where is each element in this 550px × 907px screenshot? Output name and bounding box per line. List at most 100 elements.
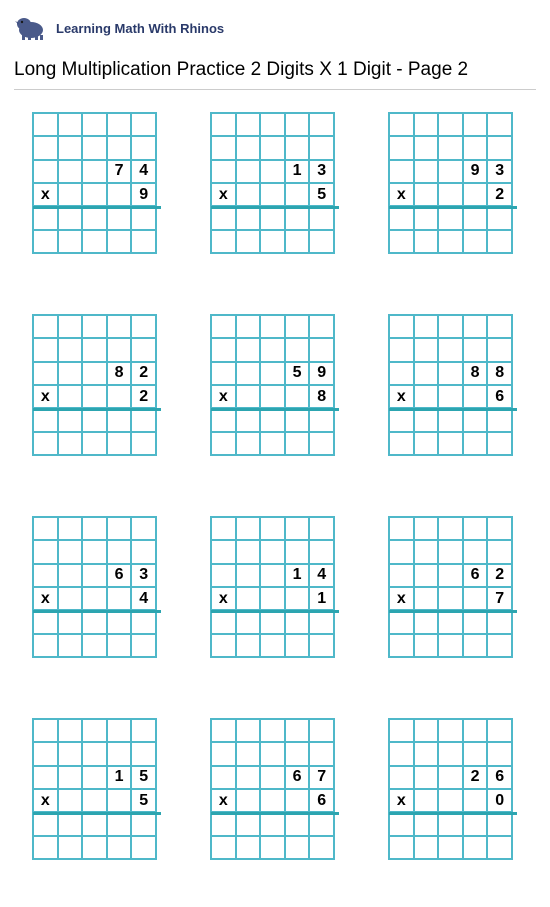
grid-cell — [463, 432, 488, 455]
grid-cell — [487, 742, 512, 765]
grid-cell — [236, 564, 261, 587]
digit-cell: 3 — [309, 160, 334, 183]
grid-cell — [414, 432, 439, 455]
grid-cell — [487, 432, 512, 455]
grid-cell — [487, 315, 512, 338]
grid-cell — [438, 836, 463, 859]
grid-cell — [414, 160, 439, 183]
grid-cell — [260, 385, 285, 408]
grid-cell — [82, 766, 107, 789]
grid-cell — [487, 136, 512, 159]
grid-cell — [58, 338, 83, 361]
grid-cell — [211, 338, 236, 361]
grid-cell — [33, 610, 58, 633]
grid-cell — [107, 113, 132, 136]
grid-cell — [33, 719, 58, 742]
operator-cell: x — [389, 587, 414, 610]
work-grid: 74x9 — [32, 112, 157, 254]
grid-cell — [33, 766, 58, 789]
grid-cell — [389, 812, 414, 835]
grid-cell — [260, 587, 285, 610]
grid-cell — [463, 742, 488, 765]
grid-cell — [82, 432, 107, 455]
grid-cell — [438, 587, 463, 610]
digit-cell: 9 — [463, 160, 488, 183]
grid-cell — [58, 113, 83, 136]
grid-cell — [33, 206, 58, 229]
grid-cell — [33, 408, 58, 431]
grid-cell — [131, 634, 156, 657]
grid-cell — [463, 206, 488, 229]
grid-cell — [236, 634, 261, 657]
grid-cell — [285, 136, 310, 159]
grid-cell — [33, 836, 58, 859]
grid-cell — [107, 408, 132, 431]
grid-cell — [285, 113, 310, 136]
grid-cell — [438, 742, 463, 765]
operator-cell: x — [389, 385, 414, 408]
grid-cell — [236, 836, 261, 859]
grid-cell — [438, 183, 463, 206]
equals-line — [211, 812, 339, 815]
grid-cell — [260, 564, 285, 587]
grid-cell — [285, 517, 310, 540]
grid-cell — [463, 136, 488, 159]
operator-cell: x — [389, 183, 414, 206]
operator-cell: x — [211, 789, 236, 812]
grid-cell — [438, 812, 463, 835]
grid-cell — [33, 812, 58, 835]
grid-cell — [211, 634, 236, 657]
digit-cell: 9 — [131, 183, 156, 206]
grid-cell — [463, 113, 488, 136]
grid-cell — [260, 517, 285, 540]
grid-cell — [236, 517, 261, 540]
grid-cell — [107, 742, 132, 765]
grid-cell — [58, 719, 83, 742]
digit-cell: 8 — [487, 362, 512, 385]
grid-cell — [82, 836, 107, 859]
grid-cell — [236, 136, 261, 159]
grid-cell — [389, 338, 414, 361]
grid-cell — [285, 183, 310, 206]
grid-cell — [58, 789, 83, 812]
digit-cell: 2 — [131, 385, 156, 408]
work-grid: 13x5 — [210, 112, 335, 254]
grid-cell — [463, 789, 488, 812]
work-grid: 26x0 — [388, 718, 513, 860]
grid-cell — [82, 719, 107, 742]
grid-cell — [260, 610, 285, 633]
grid-cell — [260, 812, 285, 835]
grid-cell — [107, 136, 132, 159]
grid-cell — [285, 719, 310, 742]
grid-cell — [211, 742, 236, 765]
grid-cell — [438, 113, 463, 136]
grid-cell — [236, 160, 261, 183]
grid-cell — [463, 634, 488, 657]
grid-cell — [438, 385, 463, 408]
grid-cell — [438, 206, 463, 229]
grid-cell — [438, 634, 463, 657]
grid-cell — [131, 610, 156, 633]
multiplication-problem: 93x2 — [388, 112, 518, 254]
grid-cell — [438, 789, 463, 812]
grid-cell — [487, 836, 512, 859]
grid-cell — [82, 362, 107, 385]
grid-cell — [463, 517, 488, 540]
grid-cell — [414, 742, 439, 765]
grid-cell — [131, 517, 156, 540]
grid-cell — [438, 432, 463, 455]
grid-cell — [487, 719, 512, 742]
grid-cell — [236, 432, 261, 455]
grid-cell — [33, 160, 58, 183]
grid-cell — [211, 719, 236, 742]
grid-cell — [309, 812, 334, 835]
grid-cell — [285, 408, 310, 431]
grid-cell — [236, 338, 261, 361]
grid-cell — [131, 315, 156, 338]
grid-cell — [236, 206, 261, 229]
grid-cell — [236, 408, 261, 431]
grid-cell — [107, 230, 132, 253]
grid-cell — [82, 610, 107, 633]
grid-cell — [389, 610, 414, 633]
grid-cell — [309, 408, 334, 431]
